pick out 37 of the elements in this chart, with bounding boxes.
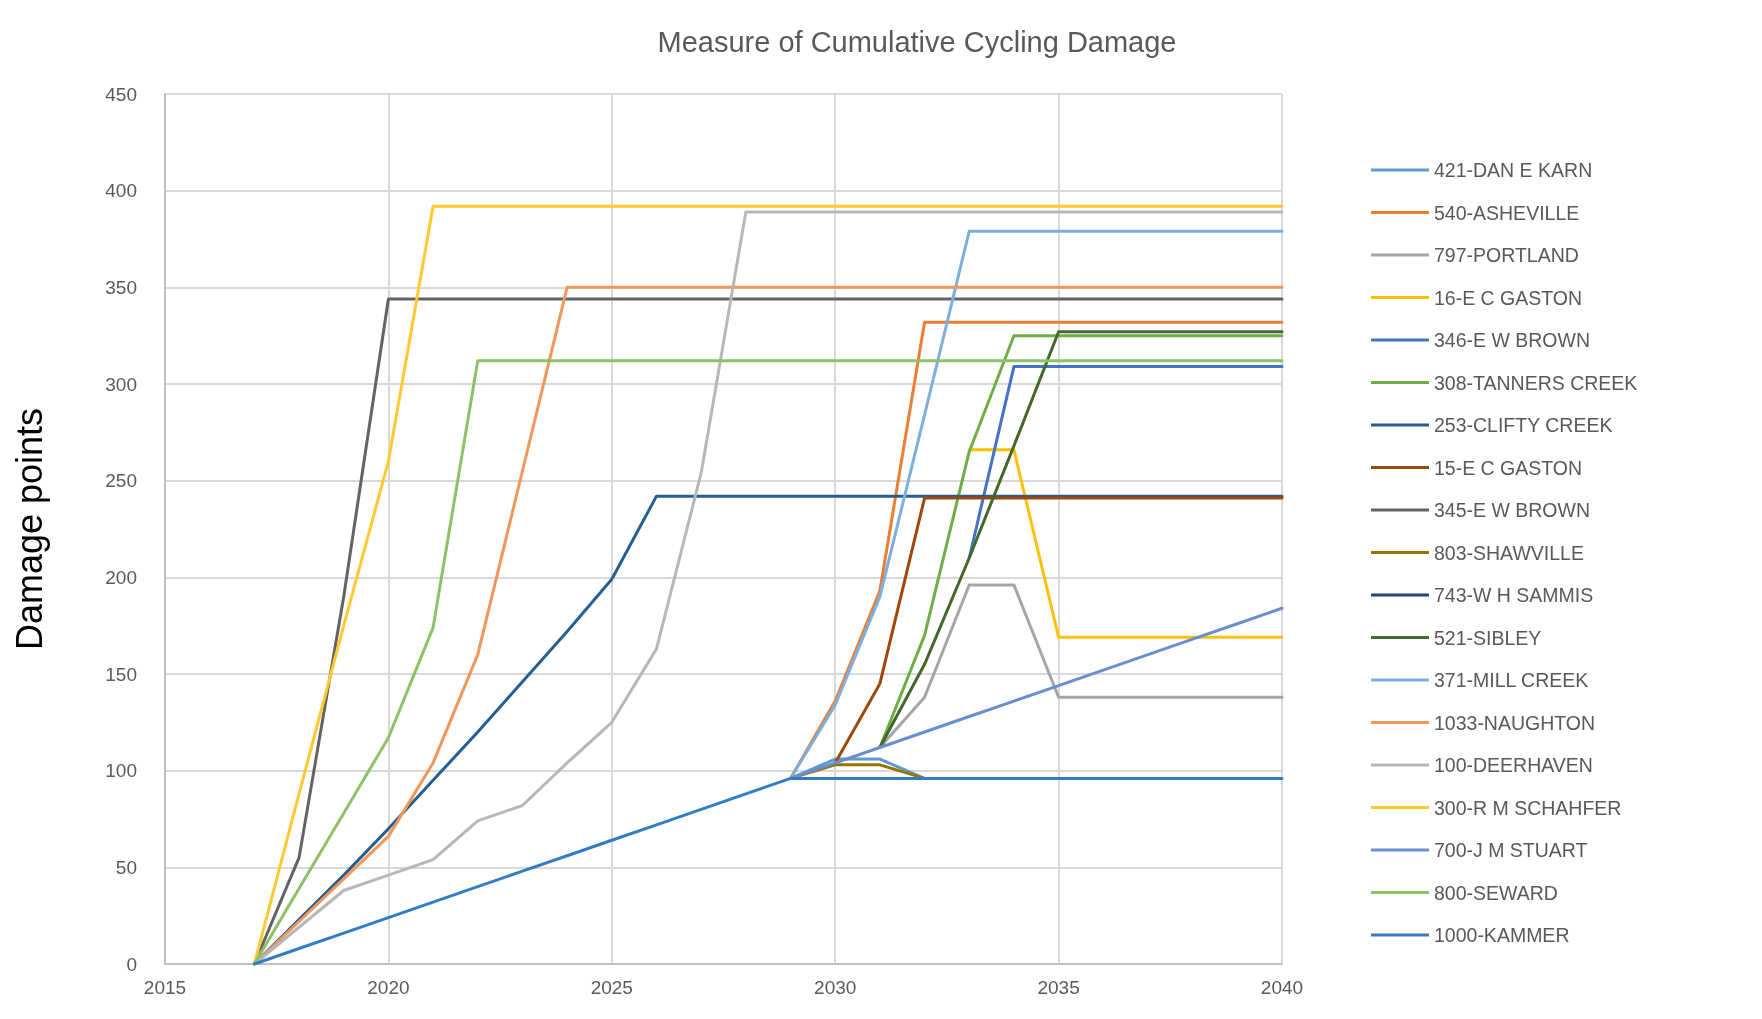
x-tick-label: 2035 [1037, 977, 1080, 998]
legend-label: 345-E W BROWN [1434, 499, 1591, 521]
legend-label: 300-R M SCHAHFER [1434, 796, 1622, 819]
y-tick-label: 200 [105, 566, 137, 588]
chart-title: Measure of Cumulative Cycling Damage [657, 25, 1177, 58]
legend-label: 797-PORTLAND [1434, 244, 1579, 266]
legend-label: 1033-NAUGHTON [1434, 711, 1596, 734]
legend-label: 521-SIBLEY [1434, 626, 1542, 649]
legend-label: 346-E W BROWN [1434, 329, 1591, 351]
legend-label: 540-ASHEVILLE [1434, 201, 1580, 224]
legend-label: 100-DEERHAVEN [1434, 754, 1593, 776]
y-tick-label: 250 [105, 470, 137, 492]
legend-label: 421-DAN E KARN [1434, 159, 1593, 181]
y-tick-label: 350 [105, 276, 137, 298]
y-tick-label: 100 [105, 760, 137, 782]
y-tick-label: 300 [105, 373, 137, 395]
y-axis-title: Damage points [8, 407, 50, 651]
x-tick-label: 2025 [590, 977, 633, 998]
legend-label: 743-W H SAMMIS [1434, 584, 1594, 606]
legend-label: 16-E C GASTON [1434, 286, 1583, 309]
legend-label: 371-MILL CREEK [1434, 669, 1589, 691]
y-tick-label: 450 [105, 83, 137, 105]
y-tick-label: 150 [105, 663, 137, 685]
x-tick-label: 2015 [143, 977, 187, 998]
legend-label: 1000-KAMMER [1434, 924, 1570, 946]
legend-label: 700-J M STUART [1434, 839, 1588, 861]
x-tick-label: 2020 [367, 977, 410, 998]
legend-label: 15-E C GASTON [1434, 456, 1583, 479]
x-tick-label: 2040 [1260, 977, 1304, 998]
legend-label: 308-TANNERS CREEK [1434, 371, 1638, 394]
legend-label: 803-SHAWVILLE [1434, 541, 1584, 564]
y-tick-label: 400 [105, 180, 137, 202]
legend-label: 253-CLIFTY CREEK [1434, 414, 1613, 436]
y-tick-label: 50 [115, 856, 137, 878]
legend-label: 800-SEWARD [1434, 881, 1558, 904]
y-tick-label: 0 [126, 953, 137, 975]
x-tick-label: 2030 [814, 977, 857, 998]
